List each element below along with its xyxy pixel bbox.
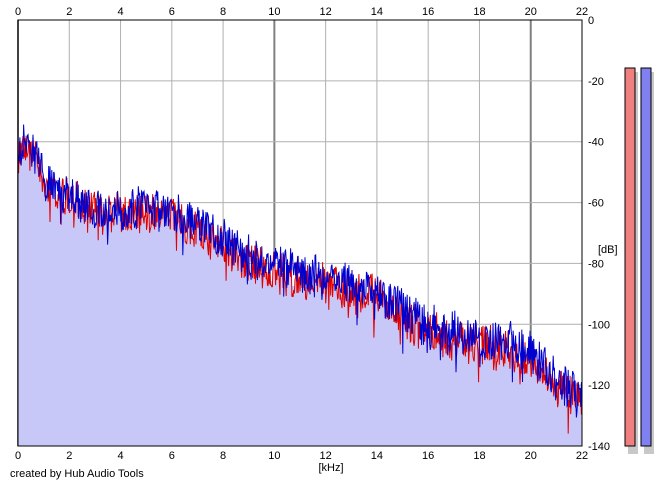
x-tick-label: 0 — [15, 450, 21, 462]
x-tick-labels-top: 0 2 4 6 8 10 12 14 16 18 20 22 — [15, 6, 588, 18]
x-tick-label: 16 — [422, 450, 434, 462]
level-meter-left — [624, 67, 636, 447]
y-tick-label: -40 — [588, 137, 604, 149]
x-tick-label: 20 — [525, 450, 537, 462]
x-tick-label: 12 — [320, 450, 332, 462]
level-meters — [624, 67, 654, 454]
x-tick-label: 20 — [525, 6, 537, 18]
y-tick-label: 0 — [588, 15, 594, 27]
x-tick-label: 16 — [422, 6, 434, 18]
y-tick-labels: 0 -20 -40 -60 -80 -100 -120 -140 — [588, 15, 610, 453]
x-tick-label: 12 — [320, 6, 332, 18]
y-tick-label: -60 — [588, 198, 604, 210]
y-tick-label: -100 — [588, 319, 610, 331]
x-tick-label: 0 — [15, 6, 21, 18]
level-meter-right — [640, 67, 652, 447]
x-tick-label: 10 — [268, 450, 280, 462]
series-right-channel — [17, 124, 583, 418]
x-tick-label: 14 — [371, 6, 383, 18]
y-tick-label: -20 — [588, 76, 604, 88]
y-axis-label: [dB] — [598, 244, 618, 256]
x-tick-label: 2 — [66, 6, 72, 18]
x-tick-label: 22 — [576, 6, 588, 18]
x-tick-labels-bottom: 0 2 4 6 8 10 12 14 16 18 20 22 — [15, 450, 588, 462]
plot-frame — [17, 19, 583, 447]
y-tick-label: -80 — [588, 258, 604, 270]
y-tick-label: -140 — [588, 441, 610, 453]
x-tick-label: 6 — [169, 450, 175, 462]
x-tick-label: 22 — [576, 450, 588, 462]
x-tick-label: 6 — [169, 6, 175, 18]
x-tick-label: 18 — [473, 450, 485, 462]
x-tick-label: 2 — [66, 450, 72, 462]
x-tick-label: 18 — [473, 6, 485, 18]
x-tick-label: 14 — [371, 450, 383, 462]
x-tick-label: 8 — [220, 450, 226, 462]
credit-text: created by Hub Audio Tools — [10, 468, 144, 480]
x-tick-label: 4 — [117, 450, 123, 462]
x-axis-label: [kHz] — [318, 462, 343, 474]
x-tick-label: 10 — [268, 6, 280, 18]
y-tick-label: -120 — [588, 380, 610, 392]
x-tick-label: 8 — [220, 6, 226, 18]
x-tick-label: 4 — [117, 6, 123, 18]
